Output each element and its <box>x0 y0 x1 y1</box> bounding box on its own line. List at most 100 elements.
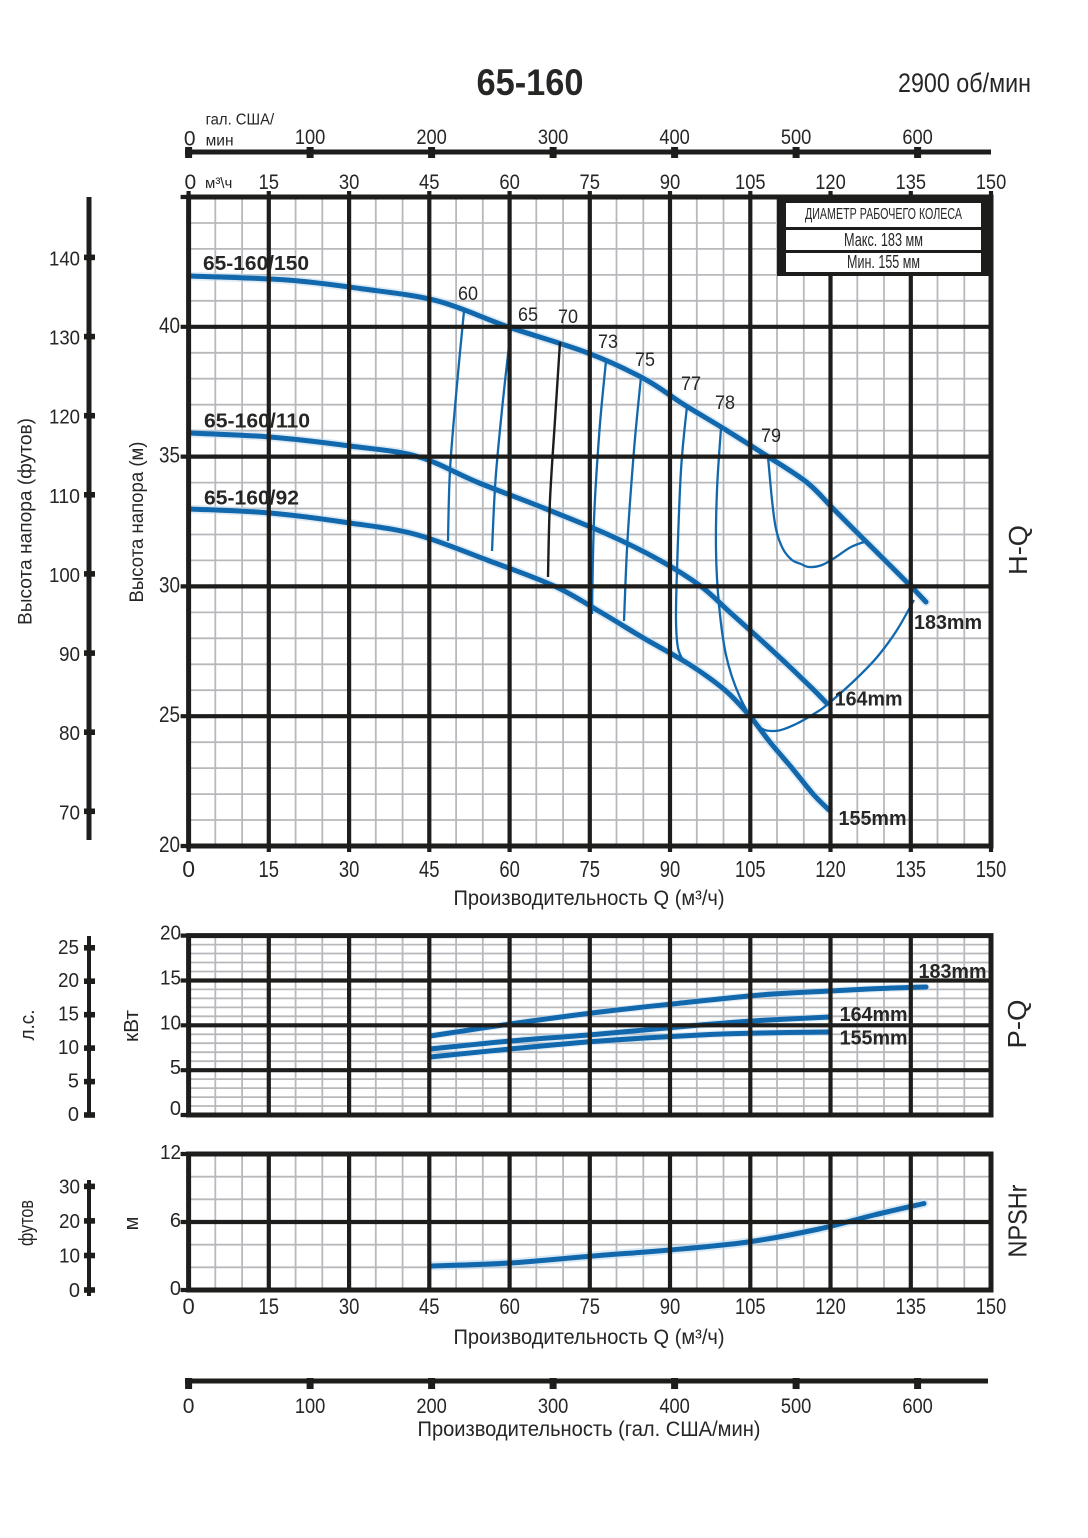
svg-text:155mm: 155mm <box>839 808 907 830</box>
svg-text:65-160/150: 65-160/150 <box>203 253 309 275</box>
svg-text:183mm: 183mm <box>914 612 982 634</box>
svg-text:Мин. 155 мм: Мин. 155 мм <box>847 252 920 272</box>
svg-text:20: 20 <box>159 832 180 857</box>
svg-text:60: 60 <box>499 1294 520 1319</box>
svg-text:70: 70 <box>59 802 80 824</box>
svg-text:P-Q: P-Q <box>1002 1000 1032 1049</box>
svg-text:0: 0 <box>184 128 196 151</box>
svg-text:75: 75 <box>580 1294 601 1319</box>
svg-text:30: 30 <box>159 572 180 597</box>
svg-text:футов: футов <box>16 1200 38 1246</box>
svg-text:135: 135 <box>896 171 927 194</box>
svg-text:100: 100 <box>295 1395 326 1418</box>
svg-text:30: 30 <box>339 1294 360 1319</box>
svg-text:120: 120 <box>815 1294 846 1319</box>
svg-text:5: 5 <box>170 1057 181 1079</box>
svg-text:45: 45 <box>419 1294 440 1319</box>
svg-text:25: 25 <box>159 702 180 727</box>
svg-text:12: 12 <box>160 1142 181 1164</box>
svg-text:60: 60 <box>458 284 478 305</box>
svg-text:10: 10 <box>59 1246 80 1268</box>
svg-text:105: 105 <box>735 171 766 194</box>
svg-text:110: 110 <box>49 486 80 508</box>
svg-text:0: 0 <box>182 1294 194 1319</box>
svg-text:120: 120 <box>815 171 846 194</box>
svg-text:15: 15 <box>259 856 280 882</box>
svg-text:400: 400 <box>659 1395 690 1418</box>
svg-text:2900 об/мин: 2900 об/мин <box>898 68 1031 98</box>
svg-text:500: 500 <box>781 1395 812 1418</box>
svg-text:л.с.: л.с. <box>17 1010 39 1041</box>
svg-text:100: 100 <box>49 565 80 587</box>
svg-text:65: 65 <box>518 305 538 326</box>
svg-text:75: 75 <box>580 856 601 882</box>
svg-text:120: 120 <box>49 407 80 429</box>
svg-text:Высота напора (м): Высота напора (м) <box>127 442 148 603</box>
svg-text:15: 15 <box>259 1294 280 1319</box>
svg-text:130: 130 <box>49 328 80 350</box>
svg-text:200: 200 <box>416 1395 447 1418</box>
svg-text:164mm: 164mm <box>840 1004 908 1026</box>
svg-text:90: 90 <box>660 171 681 194</box>
svg-text:164mm: 164mm <box>835 689 903 711</box>
svg-text:30: 30 <box>339 171 360 194</box>
svg-text:90: 90 <box>660 1294 681 1319</box>
svg-text:35: 35 <box>159 443 180 468</box>
svg-text:15: 15 <box>58 1004 79 1026</box>
svg-text:79: 79 <box>761 426 781 447</box>
svg-text:77: 77 <box>681 374 701 395</box>
svg-text:105: 105 <box>735 856 766 882</box>
svg-text:кВт: кВт <box>121 1010 143 1042</box>
svg-text:500: 500 <box>781 126 812 149</box>
svg-text:155mm: 155mm <box>840 1028 908 1050</box>
svg-text:40: 40 <box>159 313 180 338</box>
svg-text:Макс. 183 мм: Макс. 183 мм <box>844 230 923 250</box>
svg-text:80: 80 <box>59 723 80 745</box>
svg-text:100: 100 <box>295 126 326 149</box>
svg-text:300: 300 <box>538 126 569 149</box>
svg-text:ДИАМЕТР РАБОЧЕГО КОЛЕСА: ДИАМЕТР РАБОЧЕГО КОЛЕСА <box>805 206 962 223</box>
svg-text:0: 0 <box>183 1395 195 1418</box>
svg-text:400: 400 <box>659 126 690 149</box>
svg-text:м³\ч: м³\ч <box>205 175 232 192</box>
svg-text:гал. США/: гал. США/ <box>206 112 275 129</box>
svg-text:5: 5 <box>68 1071 79 1093</box>
svg-text:20: 20 <box>59 1211 80 1233</box>
svg-text:6: 6 <box>170 1210 181 1232</box>
svg-text:75: 75 <box>580 171 601 194</box>
svg-text:150: 150 <box>976 1294 1007 1319</box>
svg-text:20: 20 <box>160 923 181 945</box>
svg-text:мин: мин <box>206 133 234 150</box>
svg-text:Производительность (гал. США/м: Производительность (гал. США/мин) <box>418 1418 761 1441</box>
svg-text:183mm: 183mm <box>919 961 987 983</box>
svg-text:15: 15 <box>160 968 181 990</box>
svg-text:20: 20 <box>58 970 79 992</box>
svg-text:0: 0 <box>69 1280 80 1302</box>
svg-text:120: 120 <box>815 856 846 882</box>
svg-text:10: 10 <box>160 1012 181 1034</box>
svg-text:90: 90 <box>660 856 681 882</box>
svg-text:75: 75 <box>635 350 655 371</box>
svg-text:0: 0 <box>182 856 195 882</box>
svg-text:60: 60 <box>499 171 520 194</box>
svg-text:200: 200 <box>416 126 447 149</box>
svg-text:150: 150 <box>976 171 1007 194</box>
svg-text:0: 0 <box>170 1098 181 1120</box>
svg-text:30: 30 <box>59 1176 80 1198</box>
svg-text:78: 78 <box>715 393 735 414</box>
svg-text:73: 73 <box>598 332 618 353</box>
svg-text:300: 300 <box>538 1395 569 1418</box>
svg-text:10: 10 <box>58 1037 79 1059</box>
svg-text:105: 105 <box>735 1294 766 1319</box>
svg-text:Производительность Q (м³/ч): Производительность Q (м³/ч) <box>454 887 725 910</box>
svg-text:150: 150 <box>976 856 1007 882</box>
svg-text:135: 135 <box>896 1294 927 1319</box>
svg-text:м: м <box>121 1217 143 1231</box>
svg-text:70: 70 <box>558 307 578 328</box>
svg-text:15: 15 <box>259 171 280 194</box>
svg-text:60: 60 <box>499 856 520 882</box>
svg-text:90: 90 <box>59 644 80 666</box>
svg-text:25: 25 <box>58 937 79 959</box>
svg-text:0: 0 <box>68 1104 79 1126</box>
svg-text:0: 0 <box>170 1278 181 1300</box>
